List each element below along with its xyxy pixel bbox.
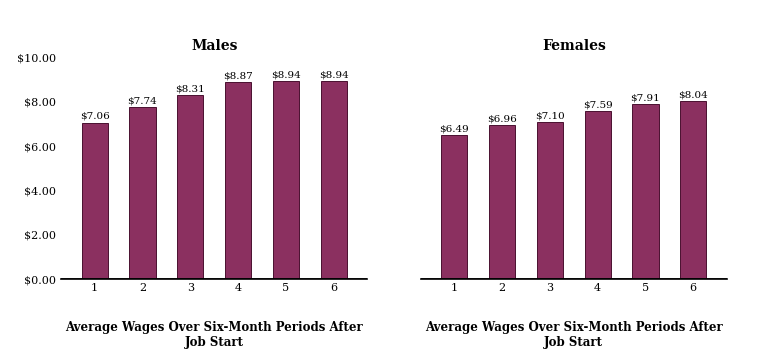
Text: $7.59: $7.59 (583, 100, 613, 109)
Text: Average Wages Over Six-Month Periods After
Job Start: Average Wages Over Six-Month Periods Aft… (65, 321, 363, 349)
Bar (633, 104, 659, 279)
Bar (537, 122, 563, 279)
Bar (489, 125, 515, 279)
Text: $6.49: $6.49 (439, 125, 469, 134)
Bar (177, 95, 203, 279)
Title: Females: Females (542, 39, 606, 53)
Text: $8.04: $8.04 (679, 90, 708, 99)
Text: $8.87: $8.87 (223, 72, 253, 81)
Bar (584, 111, 610, 279)
Text: $8.31: $8.31 (175, 84, 205, 93)
Bar (82, 122, 108, 279)
Bar (273, 81, 299, 279)
Bar (321, 81, 347, 279)
Text: $7.10: $7.10 (535, 111, 565, 120)
Text: $8.94: $8.94 (319, 70, 349, 79)
Text: $6.96: $6.96 (487, 114, 517, 123)
Bar (225, 82, 251, 279)
Bar (129, 107, 155, 279)
Title: Males: Males (191, 39, 237, 53)
Text: $7.91: $7.91 (630, 93, 660, 102)
Text: $8.94: $8.94 (271, 70, 301, 79)
Text: $7.06: $7.06 (80, 112, 109, 121)
Text: Average Wages Over Six-Month Periods After
Job Start: Average Wages Over Six-Month Periods Aft… (425, 321, 723, 349)
Text: $7.74: $7.74 (128, 97, 158, 106)
Bar (680, 101, 706, 279)
Bar (441, 135, 467, 279)
